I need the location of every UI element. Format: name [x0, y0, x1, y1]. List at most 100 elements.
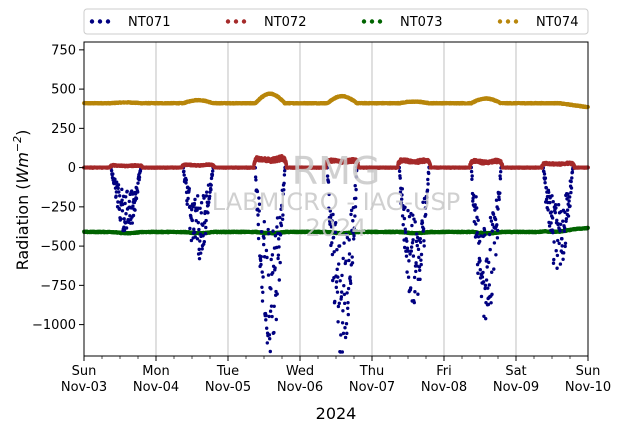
point — [333, 299, 337, 304]
point — [486, 286, 490, 290]
point — [193, 197, 197, 202]
point — [182, 169, 186, 174]
point — [406, 275, 411, 279]
point — [120, 198, 124, 202]
point — [259, 258, 263, 263]
point — [497, 197, 501, 202]
point — [414, 269, 418, 274]
point — [256, 222, 260, 227]
point — [563, 244, 567, 249]
point — [260, 299, 265, 303]
point — [418, 268, 422, 272]
point — [192, 227, 196, 231]
point — [207, 200, 211, 205]
point — [261, 275, 265, 279]
point — [211, 169, 215, 173]
point — [190, 218, 194, 223]
point — [192, 201, 197, 206]
point — [555, 218, 559, 223]
point — [204, 225, 208, 230]
point — [560, 237, 564, 241]
point — [338, 279, 342, 283]
point — [422, 244, 426, 248]
point — [409, 245, 414, 249]
point — [265, 255, 269, 260]
point — [402, 216, 407, 221]
point — [495, 236, 500, 240]
point — [558, 229, 562, 233]
point — [556, 203, 561, 207]
point — [272, 304, 276, 308]
point — [551, 261, 556, 265]
point — [193, 230, 197, 235]
point — [476, 271, 480, 275]
point — [568, 195, 572, 199]
point — [492, 267, 496, 271]
point — [406, 249, 410, 253]
point — [270, 253, 275, 257]
point — [476, 218, 480, 222]
point — [130, 189, 134, 193]
point — [279, 223, 284, 228]
series-NT074 — [82, 91, 590, 110]
point — [404, 254, 409, 258]
point — [496, 228, 500, 233]
point — [422, 239, 426, 243]
point — [120, 209, 125, 213]
point — [340, 290, 344, 294]
point — [344, 322, 349, 326]
point — [188, 226, 192, 231]
point — [332, 250, 336, 254]
point — [264, 313, 268, 318]
point — [113, 177, 117, 181]
point — [554, 249, 558, 253]
point — [555, 266, 559, 270]
point — [401, 222, 405, 227]
point — [117, 207, 122, 211]
point — [483, 233, 487, 237]
point — [408, 252, 412, 256]
point — [403, 227, 407, 231]
point — [420, 221, 425, 225]
point — [346, 300, 350, 305]
point — [552, 240, 556, 244]
point — [346, 286, 351, 291]
point — [262, 236, 266, 240]
point — [413, 220, 417, 224]
point — [343, 301, 347, 306]
point — [260, 285, 264, 290]
point — [347, 258, 351, 263]
point — [419, 262, 423, 267]
point — [566, 214, 571, 218]
point — [474, 222, 478, 226]
point — [342, 283, 346, 288]
point — [190, 207, 194, 212]
point — [264, 248, 269, 253]
point — [204, 218, 208, 223]
point — [551, 200, 555, 204]
point — [334, 285, 338, 290]
point — [136, 190, 140, 194]
point — [478, 239, 482, 244]
point — [475, 231, 479, 235]
point — [344, 259, 348, 263]
point — [335, 267, 339, 272]
point — [268, 337, 272, 341]
point — [262, 242, 266, 247]
point — [339, 295, 344, 299]
point — [267, 314, 271, 319]
point — [568, 204, 572, 208]
point — [283, 169, 287, 173]
point — [116, 183, 121, 187]
point — [199, 251, 203, 255]
point — [124, 226, 129, 230]
point — [278, 233, 283, 237]
point — [495, 223, 499, 227]
point — [343, 335, 348, 340]
point — [487, 283, 491, 287]
point — [479, 294, 484, 299]
point — [419, 258, 423, 262]
point — [398, 176, 402, 180]
point — [478, 259, 482, 263]
